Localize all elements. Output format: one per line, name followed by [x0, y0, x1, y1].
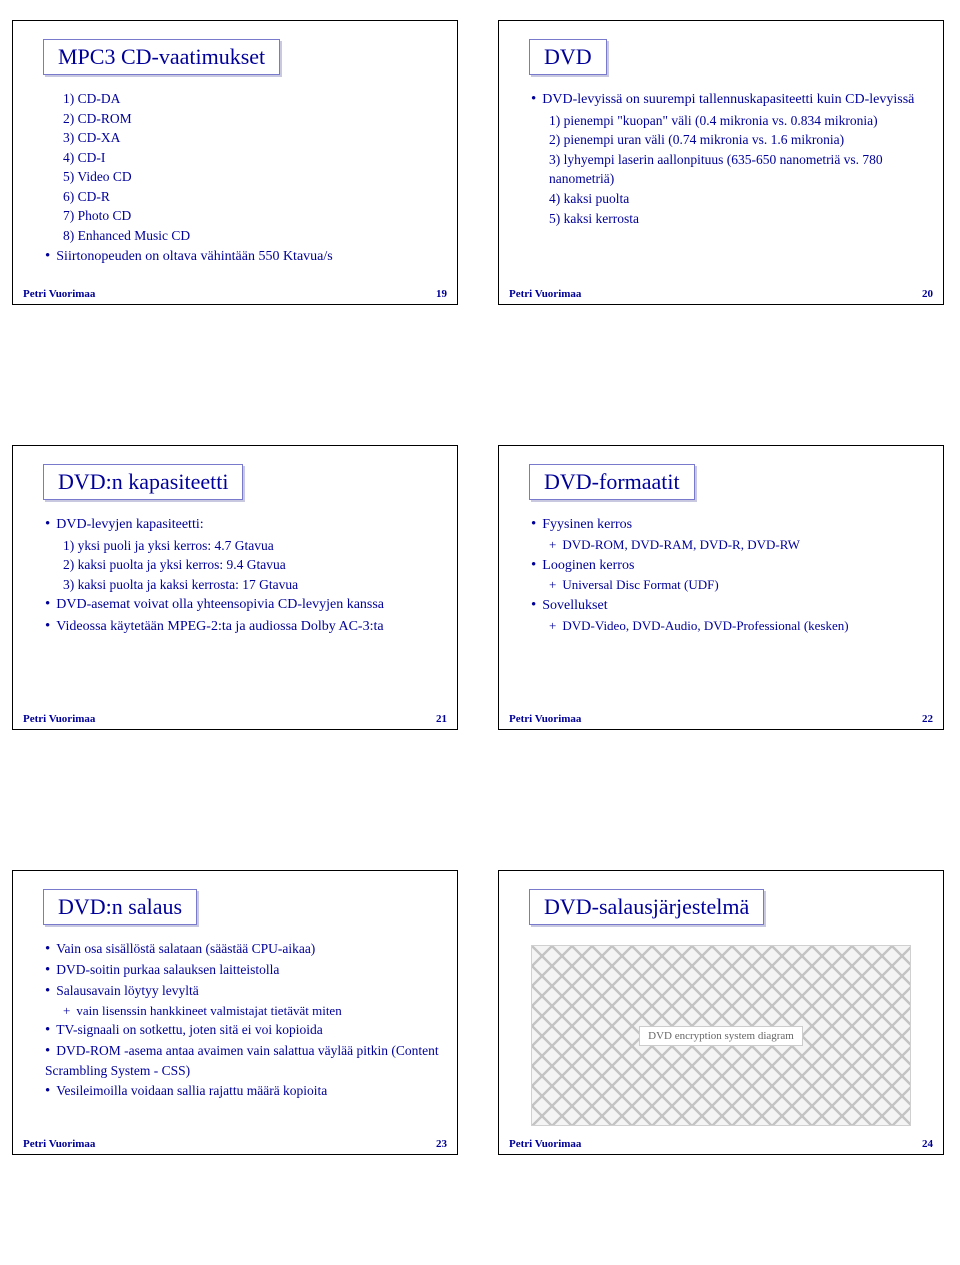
bullet-item: Looginen kerros	[531, 555, 925, 577]
slide-title-box: DVD:n salaus	[43, 889, 197, 925]
sub-item: vain lisenssin hankkineet valmistajat ti…	[63, 1002, 439, 1020]
bullet-item: DVD-levyjen kapasiteetti:	[45, 514, 439, 536]
list-item: 7) Photo CD	[63, 206, 439, 226]
footer-author: Petri Vuorimaa	[509, 1138, 581, 1150]
list-item: 4) CD-I	[63, 148, 439, 168]
bullet-item: Salausavain löytyy levyltä	[45, 981, 439, 1002]
slide-20: DVD DVD-levyissä on suurempi tallennuska…	[498, 20, 944, 305]
list-item: 1) yksi puoli ja yksi kerros: 4.7 Gtavua	[63, 536, 439, 556]
slide-title-box: DVD:n kapasiteetti	[43, 464, 243, 500]
bullet-item: Sovellukset	[531, 595, 925, 617]
bullet-item: Siirtonopeuden on oltava vähintään 550 K…	[45, 246, 439, 268]
slide-title-box: DVD	[529, 39, 607, 75]
footer-author: Petri Vuorimaa	[23, 288, 95, 300]
list-item: 5) Video CD	[63, 167, 439, 187]
list-item: 2) CD-ROM	[63, 109, 439, 129]
list-item: 1) pienempi "kuopan" väli (0.4 mikronia …	[549, 111, 925, 131]
slide-footer: Petri Vuorimaa 20	[509, 288, 933, 300]
slide-footer: Petri Vuorimaa 22	[509, 713, 933, 725]
slide-content: Vain osa sisällöstä salataan (säästää CP…	[31, 939, 439, 1126]
slide-title: DVD-formaatit	[544, 469, 680, 494]
slide-title: DVD:n salaus	[58, 894, 182, 919]
list-item: 3) lyhyempi laserin aallonpituus (635-65…	[549, 150, 925, 189]
list-item: 8) Enhanced Music CD	[63, 226, 439, 246]
list-item: 1) CD-DA	[63, 89, 439, 109]
slide-title: DVD	[544, 44, 592, 69]
slide-footer: Petri Vuorimaa 24	[509, 1138, 933, 1150]
bullet-item: DVD-ROM -asema antaa avaimen vain salatt…	[45, 1041, 439, 1081]
list-item: 6) CD-R	[63, 187, 439, 207]
slide-23: DVD:n salaus Vain osa sisällöstä salataa…	[12, 870, 458, 1155]
slide-content: 1) CD-DA 2) CD-ROM 3) CD-XA 4) CD-I 5) V…	[31, 89, 439, 276]
list-item: 3) CD-XA	[63, 128, 439, 148]
list-item: 4) kaksi puolta	[549, 189, 925, 209]
footer-author: Petri Vuorimaa	[509, 288, 581, 300]
diagram-label: DVD encryption system diagram	[639, 1026, 803, 1046]
bullet-item: DVD-soitin purkaa salauksen laitteistoll…	[45, 960, 439, 981]
sub-item: Universal Disc Format (UDF)	[549, 576, 925, 595]
slide-19: MPC3 CD-vaatimukset 1) CD-DA 2) CD-ROM 3…	[12, 20, 458, 305]
slide-21: DVD:n kapasiteetti DVD-levyjen kapasitee…	[12, 445, 458, 730]
sub-item: DVD-ROM, DVD-RAM, DVD-R, DVD-RW	[549, 536, 925, 555]
sub-item: DVD-Video, DVD-Audio, DVD-Professional (…	[549, 617, 925, 636]
slide-footer: Petri Vuorimaa 19	[23, 288, 447, 300]
list-item: 3) kaksi puolta ja kaksi kerrosta: 17 Gt…	[63, 575, 439, 595]
list-item: 2) kaksi puolta ja yksi kerros: 9.4 Gtav…	[63, 555, 439, 575]
slide-title: DVD-salausjärjestelmä	[544, 894, 749, 919]
bullet-item: DVD-asemat voivat olla yhteensopivia CD-…	[45, 594, 439, 616]
bullet-item: Vesileimoilla voidaan sallia rajattu mää…	[45, 1081, 439, 1102]
bullet-item: Vain osa sisällöstä salataan (säästää CP…	[45, 939, 439, 960]
bullet-item: Videossa käytetään MPEG-2:ta ja audiossa…	[45, 616, 439, 638]
encryption-diagram: DVD encryption system diagram	[531, 945, 911, 1126]
slide-content: DVD-levyjen kapasiteetti: 1) yksi puoli …	[31, 514, 439, 701]
slide-title-box: MPC3 CD-vaatimukset	[43, 39, 280, 75]
slide-title: DVD:n kapasiteetti	[58, 469, 228, 494]
slide-title-box: DVD-formaatit	[529, 464, 695, 500]
footer-page: 22	[922, 713, 933, 725]
footer-page: 23	[436, 1138, 447, 1150]
footer-author: Petri Vuorimaa	[23, 1138, 95, 1150]
slide-footer: Petri Vuorimaa 21	[23, 713, 447, 725]
list-item: 2) pienempi uran väli (0.74 mikronia vs.…	[549, 130, 925, 150]
slide-footer: Petri Vuorimaa 23	[23, 1138, 447, 1150]
slides-grid: MPC3 CD-vaatimukset 1) CD-DA 2) CD-ROM 3…	[12, 20, 948, 1155]
footer-page: 21	[436, 713, 447, 725]
slide-title-box: DVD-salausjärjestelmä	[529, 889, 764, 925]
list-item: 5) kaksi kerrosta	[549, 209, 925, 229]
bullet-item: Fyysinen kerros	[531, 514, 925, 536]
footer-page: 20	[922, 288, 933, 300]
footer-page: 19	[436, 288, 447, 300]
bullet-item: DVD-levyissä on suurempi tallennuskapasi…	[531, 89, 925, 111]
slide-content: Fyysinen kerros DVD-ROM, DVD-RAM, DVD-R,…	[517, 514, 925, 701]
slide-title: MPC3 CD-vaatimukset	[58, 44, 265, 69]
bullet-item: TV-signaali on sotkettu, joten sitä ei v…	[45, 1020, 439, 1041]
footer-page: 24	[922, 1138, 933, 1150]
footer-author: Petri Vuorimaa	[509, 713, 581, 725]
footer-author: Petri Vuorimaa	[23, 713, 95, 725]
slide-24: DVD-salausjärjestelmä DVD encryption sys…	[498, 870, 944, 1155]
slide-22: DVD-formaatit Fyysinen kerros DVD-ROM, D…	[498, 445, 944, 730]
slide-content: DVD-levyissä on suurempi tallennuskapasi…	[517, 89, 925, 276]
